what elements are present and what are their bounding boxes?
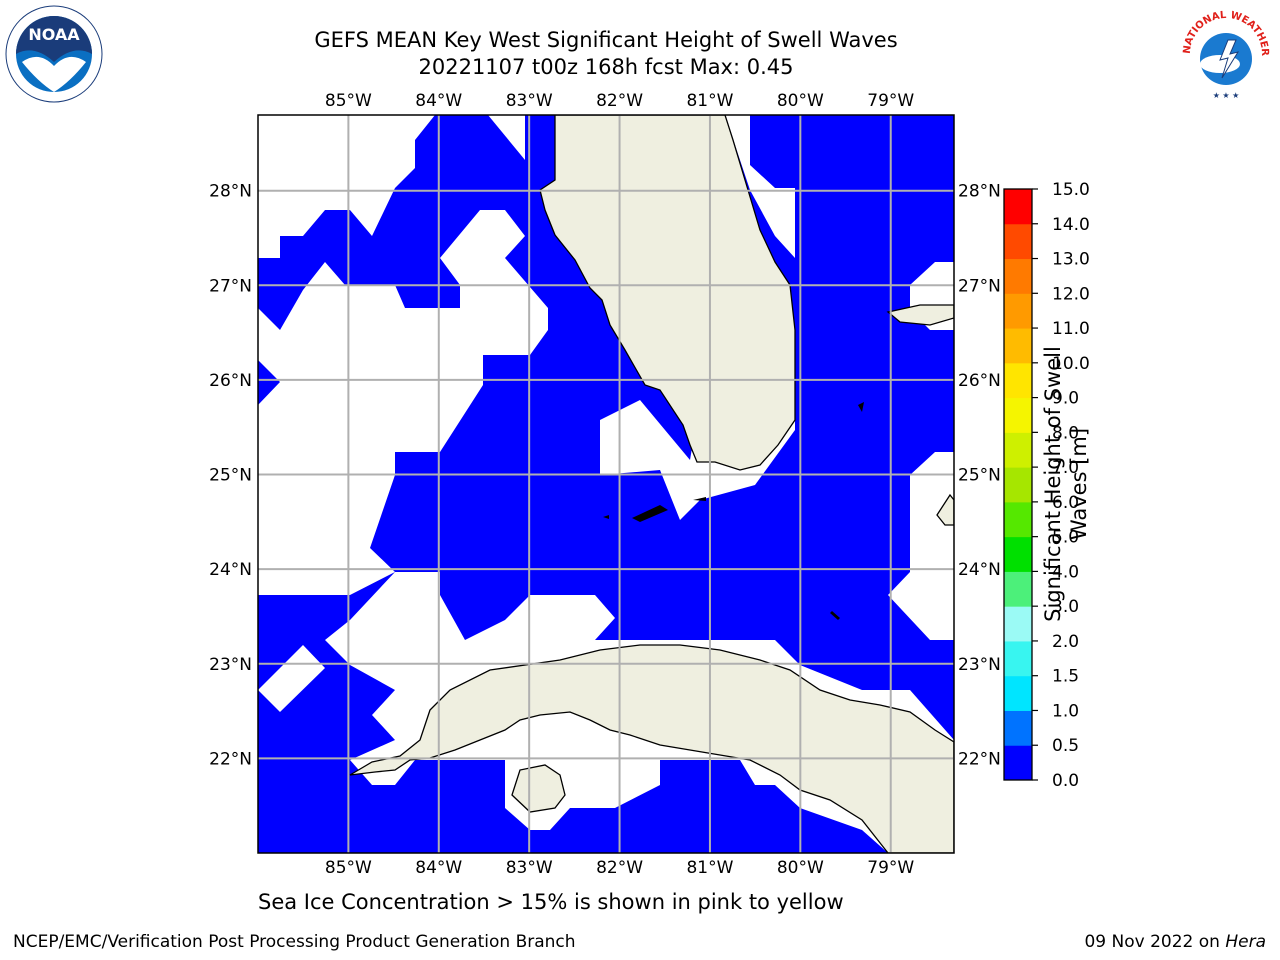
colorbar bbox=[1004, 189, 1032, 781]
nodata-north bbox=[258, 115, 435, 258]
colorbar-tick-label: 3.0 bbox=[1052, 597, 1079, 617]
lat-label-left: 25°N bbox=[209, 466, 252, 486]
sea-ice-caption: Sea Ice Concentration > 15% is shown in … bbox=[258, 890, 844, 914]
lon-label-top: 80°W bbox=[777, 91, 824, 111]
footer-branch: NCEP/EMC/Verification Post Processing Pr… bbox=[13, 932, 576, 952]
colorbar-bin bbox=[1004, 640, 1032, 677]
lon-label-bottom: 80°W bbox=[777, 858, 824, 878]
colorbar-bin bbox=[1004, 432, 1032, 468]
colorbar-tick-label: 1.5 bbox=[1052, 667, 1079, 687]
colorbar-tick-label: 5.0 bbox=[1052, 528, 1079, 548]
lat-label-left: 22°N bbox=[209, 749, 252, 769]
colorbar-tick-label: 13.0 bbox=[1052, 250, 1090, 270]
colorbar-bin bbox=[1004, 223, 1032, 260]
nws-logo-icon: NATIONAL WEATHER SERVICE ★ ★ ★ bbox=[1176, 4, 1274, 102]
colorbar-bin bbox=[1004, 328, 1032, 364]
colorbar-label: Significant Height of Swell Waves [m] bbox=[1040, 334, 1100, 634]
lon-label-top: 82°W bbox=[596, 91, 643, 111]
colorbar-tick-label: 10.0 bbox=[1052, 354, 1090, 374]
colorbar-bin bbox=[1004, 536, 1032, 572]
colorbar-bin bbox=[1004, 467, 1032, 503]
chart-subtitle: 20221107 t00z 168h fcst Max: 0.45 bbox=[418, 55, 794, 79]
colorbar-tick-label: 11.0 bbox=[1052, 319, 1090, 339]
footer-host: Hera bbox=[1225, 932, 1266, 952]
colorbar-bin bbox=[1004, 606, 1032, 642]
colorbar-tick-label: 12.0 bbox=[1052, 284, 1090, 304]
map-frame bbox=[257, 114, 955, 854]
colorbar-bin bbox=[1004, 675, 1032, 711]
colorbar-tick-label: 1.0 bbox=[1052, 701, 1079, 721]
colorbar-tick-label: 0.0 bbox=[1052, 771, 1079, 791]
lat-label-right: 23°N bbox=[958, 655, 1001, 675]
noaa-logo-text: NOAA bbox=[28, 25, 80, 44]
colorbar-tick-label: 4.0 bbox=[1052, 562, 1079, 582]
land-masses bbox=[349, 115, 954, 853]
colorbar-bin bbox=[1004, 293, 1032, 329]
grand-bahama-land bbox=[886, 304, 954, 326]
colorbar-bin bbox=[1004, 189, 1032, 225]
lon-label-bottom: 79°W bbox=[867, 858, 914, 878]
colorbar-tick-label: 8.0 bbox=[1052, 423, 1079, 443]
lat-label-right: 28°N bbox=[958, 182, 1001, 202]
lon-label-bottom: 82°W bbox=[596, 858, 643, 878]
map-gridlines bbox=[258, 115, 954, 853]
colorbar-tick-label: 6.0 bbox=[1052, 493, 1079, 513]
svg-text:★ ★ ★: ★ ★ ★ bbox=[1213, 91, 1240, 100]
lat-label-right: 27°N bbox=[958, 276, 1001, 296]
colorbar-tick-label: 0.5 bbox=[1052, 736, 1079, 756]
lon-label-top: 84°W bbox=[415, 91, 462, 111]
lat-label-left: 26°N bbox=[209, 371, 252, 391]
colorbar-bin bbox=[1004, 571, 1032, 607]
colorbar-tick-label: 14.0 bbox=[1052, 215, 1090, 235]
colorbar-tick-label: 15.0 bbox=[1052, 180, 1090, 200]
lat-label-left: 27°N bbox=[209, 276, 252, 296]
axis-tick-labels: 85°W 85°W 84°W 84°W 83°W 83°W 82°W 82°W 81°W 81°W… bbox=[209, 91, 1001, 878]
small-islands bbox=[603, 402, 864, 620]
lat-label-left: 23°N bbox=[209, 655, 252, 675]
colorbar-bin bbox=[1004, 501, 1032, 538]
colorbar-bin bbox=[1004, 258, 1032, 294]
colorbar-bin bbox=[1004, 710, 1032, 746]
lon-label-bottom: 85°W bbox=[325, 858, 372, 878]
colorbar-bin bbox=[1004, 397, 1032, 433]
nodata-cuba-west bbox=[258, 645, 325, 712]
nodata-nw-coast bbox=[488, 115, 525, 160]
nodata-atlantic-north bbox=[725, 115, 795, 258]
andros-land bbox=[936, 493, 954, 526]
lon-label-top: 79°W bbox=[867, 91, 914, 111]
lon-label-bottom: 84°W bbox=[415, 858, 462, 878]
lat-label-right: 26°N bbox=[958, 371, 1001, 391]
florida-land bbox=[539, 115, 796, 471]
colorbar-tick-labels: 0.0 0.5 1.0 1.5 2.0 3.0 4.0 5.0 6.0 7.0 8.0 9.0 10.0… bbox=[1032, 180, 1090, 791]
footer-date: 09 Nov 2022 on Hera bbox=[1084, 932, 1266, 952]
colorbar-bin bbox=[1004, 362, 1032, 399]
nodata-gulf-west bbox=[258, 210, 548, 595]
lon-label-bottom: 81°W bbox=[686, 858, 733, 878]
lat-label-left: 28°N bbox=[209, 182, 252, 202]
keys-islands bbox=[632, 505, 668, 522]
lon-label-bottom: 83°W bbox=[506, 858, 553, 878]
colorbar-bin bbox=[1004, 745, 1032, 781]
lon-label-top: 83°W bbox=[506, 91, 553, 111]
noaa-logo-icon: NOAA bbox=[5, 5, 103, 103]
colorbar-tick-label: 7.0 bbox=[1052, 458, 1079, 478]
colorbar-label-line1: Significant Height of Swell bbox=[1041, 346, 1065, 622]
lat-label-right: 25°N bbox=[958, 466, 1001, 486]
lon-label-top: 81°W bbox=[686, 91, 733, 111]
isla-juventud-land bbox=[511, 764, 566, 813]
colorbar-tick-label: 9.0 bbox=[1052, 389, 1079, 409]
colorbar-tick-label: 2.0 bbox=[1052, 632, 1079, 652]
footer-date-text: 09 Nov 2022 on bbox=[1084, 932, 1226, 952]
cuba-land bbox=[349, 644, 954, 853]
lat-label-right: 22°N bbox=[958, 749, 1001, 769]
lat-label-right: 24°N bbox=[958, 560, 1001, 580]
lat-label-left: 24°N bbox=[209, 560, 252, 580]
nodata-bahamas bbox=[888, 452, 954, 640]
colorbar-frame bbox=[1003, 188, 1033, 781]
chart-title: GEFS MEAN Key West Significant Height of… bbox=[314, 28, 898, 52]
colorbar-label-line2: Waves [m] bbox=[1067, 427, 1091, 541]
lon-label-top: 85°W bbox=[325, 91, 372, 111]
